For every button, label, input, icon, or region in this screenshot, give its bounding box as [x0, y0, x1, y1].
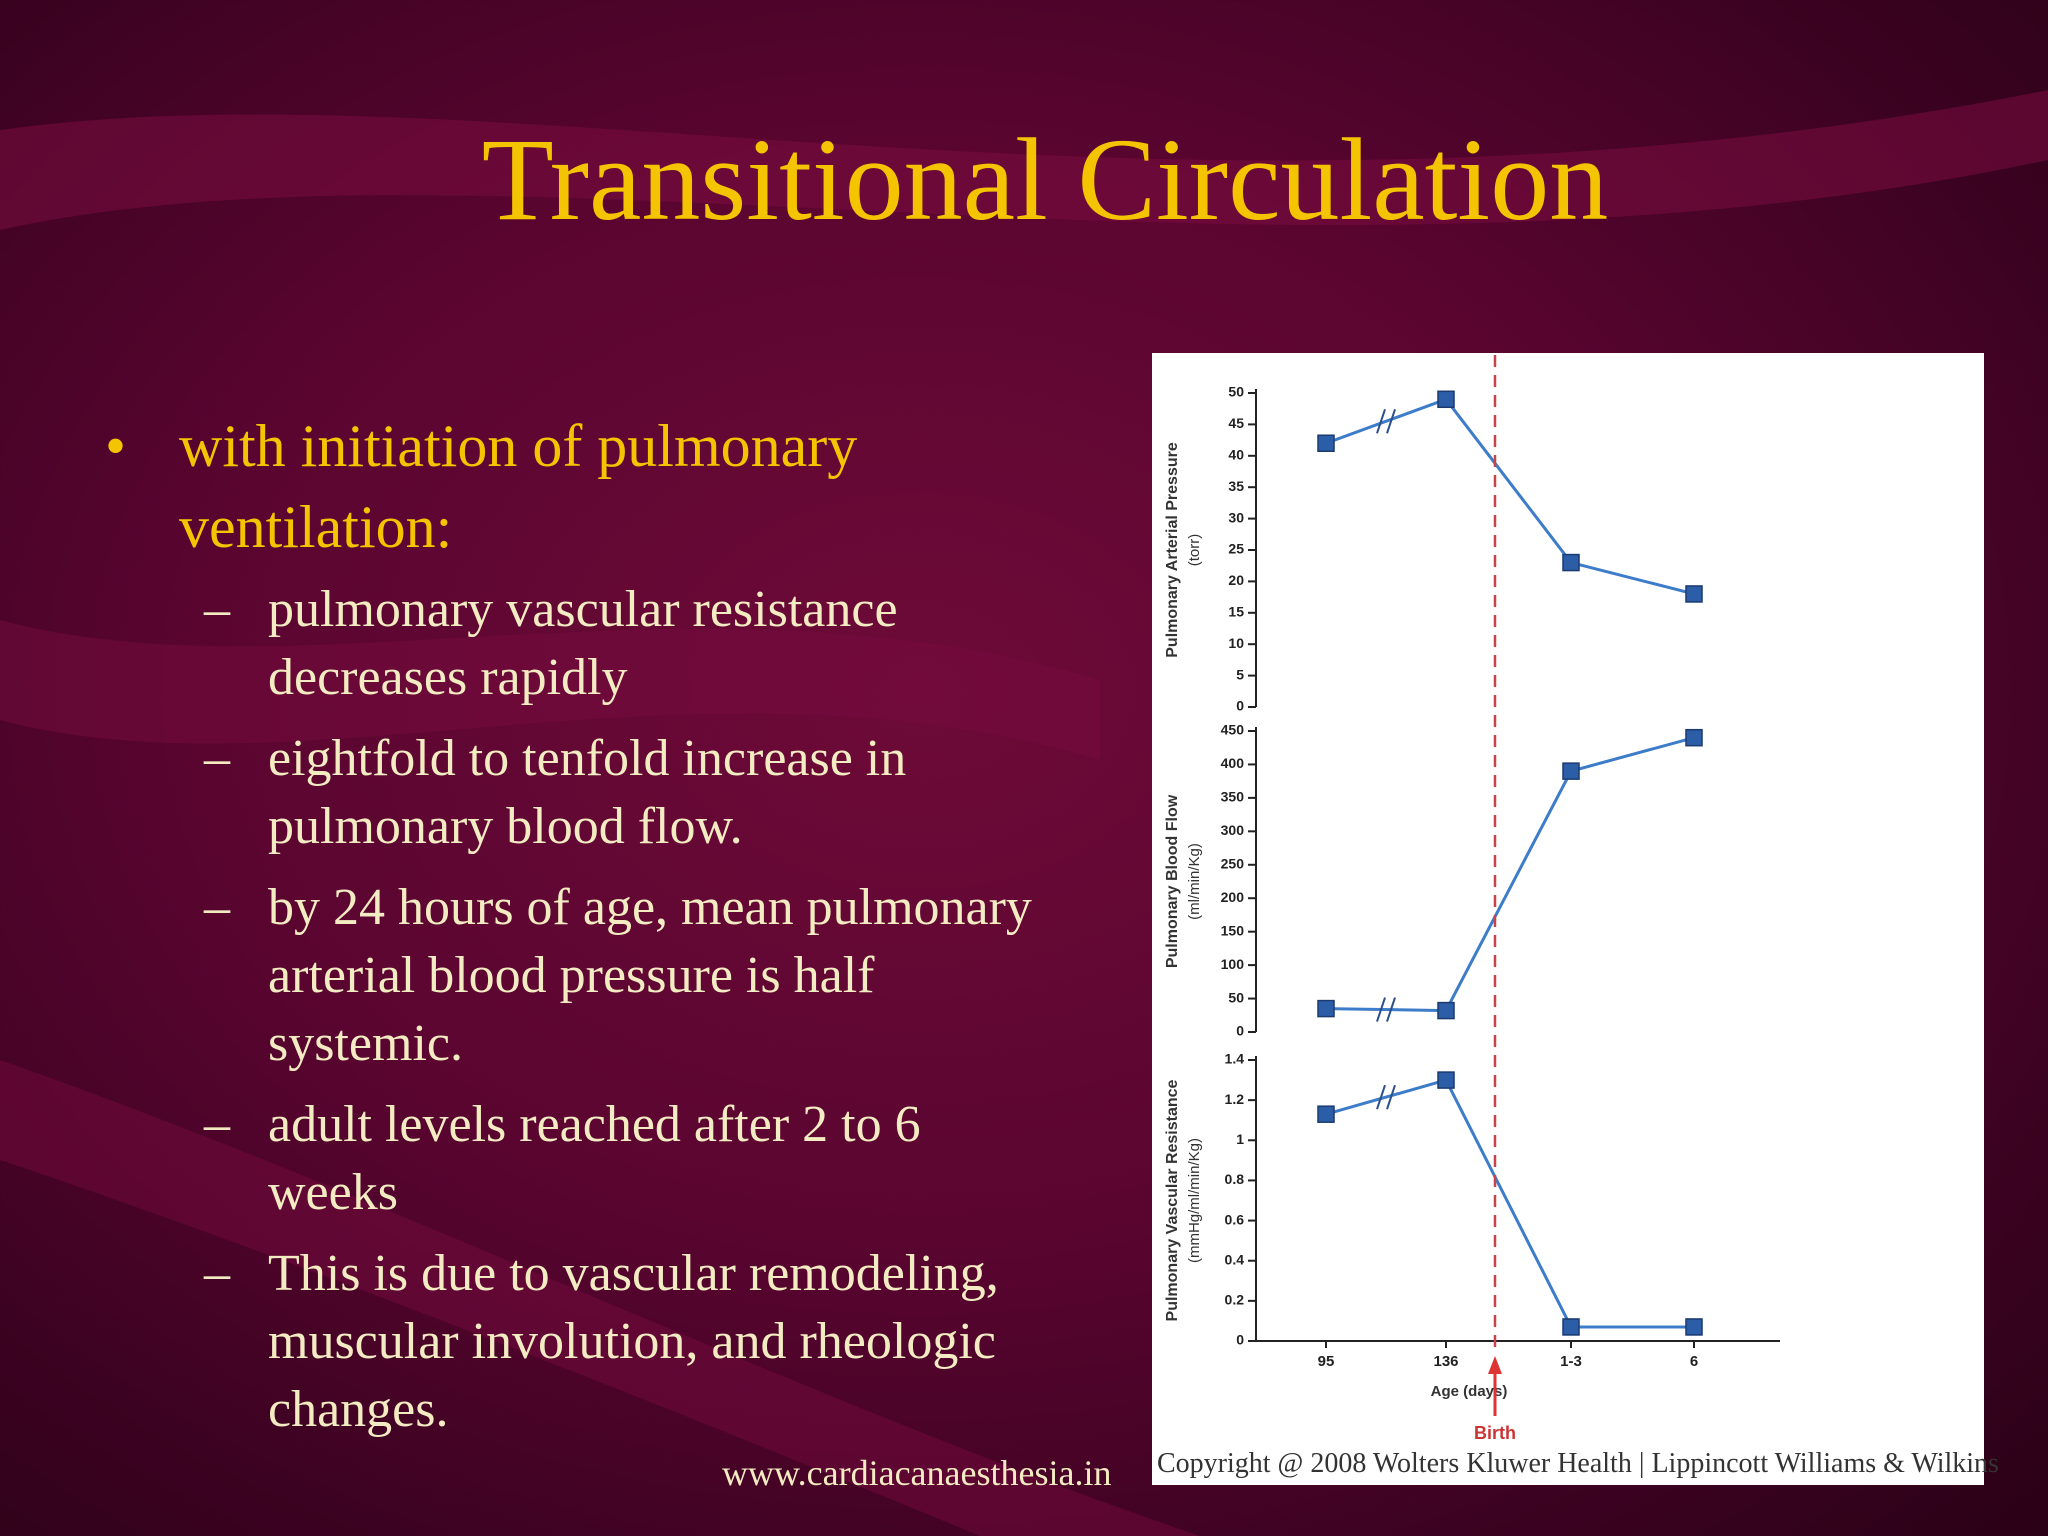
sub-bullet: – pulmonary vascular resistance decreases… — [204, 576, 1053, 712]
y-tick-label: 30 — [1228, 509, 1244, 525]
y-tick-label: 20 — [1228, 572, 1244, 588]
axis-break — [1376, 997, 1386, 1022]
x-tick-label: 1-3 — [1560, 1353, 1582, 1370]
y-tick-label: 0 — [1236, 1023, 1244, 1039]
y-tick-label: 0.8 — [1225, 1171, 1245, 1187]
y-tick-label: 45 — [1228, 415, 1244, 431]
y-tick-label: 150 — [1221, 922, 1245, 938]
y-tick-label: 50 — [1228, 989, 1244, 1005]
sub-bullet-text: eightfold to tenfold increase in pulmona… — [268, 730, 907, 855]
marker — [1437, 1001, 1455, 1020]
axis-break — [1376, 408, 1386, 434]
axis-break — [1386, 1084, 1396, 1110]
data-line — [1325, 736, 1695, 1013]
y-axis-units: (mmHg/ml/min/Kg) — [1186, 1138, 1203, 1263]
axis-break — [1386, 408, 1396, 434]
bullet: • with initiation of pulmonary ventilatio… — [105, 406, 979, 568]
sub-bullet-text: pulmonary vascular resistance decreases … — [268, 581, 898, 706]
axis-break — [1376, 1084, 1386, 1110]
axis-break — [1386, 997, 1396, 1022]
dash: – — [204, 581, 230, 638]
sub-bullet: – adult levels reached after 2 to 6 weeks — [204, 1091, 1053, 1227]
marker — [1317, 1105, 1335, 1123]
y-tick-label: 5 — [1236, 666, 1244, 682]
x-tick-label: 95 — [1318, 1353, 1335, 1370]
y-tick-label: 0 — [1236, 698, 1244, 714]
y-axis-title: Pulmonary Vascular Resistance — [1164, 1079, 1181, 1321]
marker — [1437, 1071, 1455, 1089]
y-tick-label: 300 — [1221, 822, 1245, 838]
y-tick-label: 200 — [1221, 889, 1245, 905]
y-tick-label: 1.2 — [1225, 1091, 1245, 1107]
sub-bullet-text: by 24 hours of age, mean pulmonary arter… — [268, 879, 1032, 1072]
y-axis-units: (ml/min/Kg) — [1186, 843, 1203, 920]
x-tick-label: 6 — [1690, 1353, 1698, 1370]
marker — [1685, 728, 1703, 747]
y-tick-label: 400 — [1221, 755, 1245, 771]
y-tick-label: 40 — [1228, 447, 1244, 463]
x-tick-label: 136 — [1433, 1353, 1458, 1370]
y-tick-label: 0.6 — [1225, 1211, 1245, 1227]
y-tick-label: 0 — [1236, 1332, 1244, 1348]
bullet-text: with initiation of pulmonary ventilation… — [179, 413, 858, 560]
y-tick-label: 50 — [1228, 384, 1244, 400]
marker — [1437, 390, 1455, 409]
y-axis-title: Pulmonary Blood Flow — [1164, 794, 1181, 968]
y-tick-label: 10 — [1228, 635, 1244, 651]
y-tick-label: 1 — [1236, 1131, 1244, 1147]
ribbon — [0, 1060, 1200, 1536]
sub-bullet: – This is due to vascular remodeling, mus… — [204, 1240, 1053, 1444]
y-axis-units: (torr) — [1186, 534, 1203, 567]
y-tick-label: 100 — [1221, 956, 1245, 972]
marker — [1562, 762, 1580, 780]
data-line — [1325, 1078, 1694, 1329]
y-tick-label: 250 — [1221, 855, 1245, 871]
annotation: Birth — [1474, 1423, 1516, 1443]
y-tick-label: 25 — [1228, 541, 1244, 557]
marker — [1685, 1318, 1703, 1336]
y-tick-label: 35 — [1228, 478, 1244, 494]
marker — [1317, 999, 1335, 1018]
ribbon — [0, 90, 2048, 230]
sub-bullet: – eightfold to tenfold increase in pulmon… — [204, 725, 1053, 861]
y-tick-label: 0.2 — [1225, 1292, 1245, 1308]
sub-bullet-text: adult levels reached after 2 to 6 weeks — [268, 1096, 921, 1221]
birth-arrow — [1488, 1356, 1502, 1374]
data-line — [1325, 397, 1695, 596]
sub-bullet-text: This is due to vascular remodeling, musc… — [268, 1245, 999, 1438]
dash: – — [204, 1245, 230, 1302]
marker — [1562, 1318, 1580, 1336]
y-tick-label: 350 — [1221, 789, 1245, 805]
y-tick-label: 450 — [1221, 722, 1245, 738]
chart-background — [1152, 353, 1984, 1485]
y-axis-title: Pulmonary Arterial Pressure — [1164, 442, 1181, 658]
dash: – — [204, 879, 230, 936]
bullet-dot: • — [105, 413, 127, 479]
ribbon — [0, 620, 1100, 760]
marker — [1317, 434, 1335, 452]
dash: – — [204, 730, 230, 787]
dash: – — [204, 1096, 230, 1153]
x-axis-title: Age (days) — [1431, 1383, 1508, 1400]
sub-bullets: – pulmonary vascular resistance decreases… — [204, 576, 1053, 1457]
marker — [1685, 585, 1703, 603]
copyright: Copyright @ 2008 Wolters Kluwer Health |… — [1157, 1448, 1999, 1479]
y-tick-label: 15 — [1228, 604, 1244, 620]
y-tick-label: 0.4 — [1225, 1251, 1245, 1267]
marker — [1562, 553, 1580, 572]
slide-title: Transitional Circulation — [481, 114, 1609, 245]
y-tick-label: 1.4 — [1225, 1051, 1245, 1067]
sub-bullet: – by 24 hours of age, mean pulmonary arte… — [204, 874, 1053, 1078]
footer: www.cardiacanaesthesia.in — [722, 1453, 1112, 1493]
